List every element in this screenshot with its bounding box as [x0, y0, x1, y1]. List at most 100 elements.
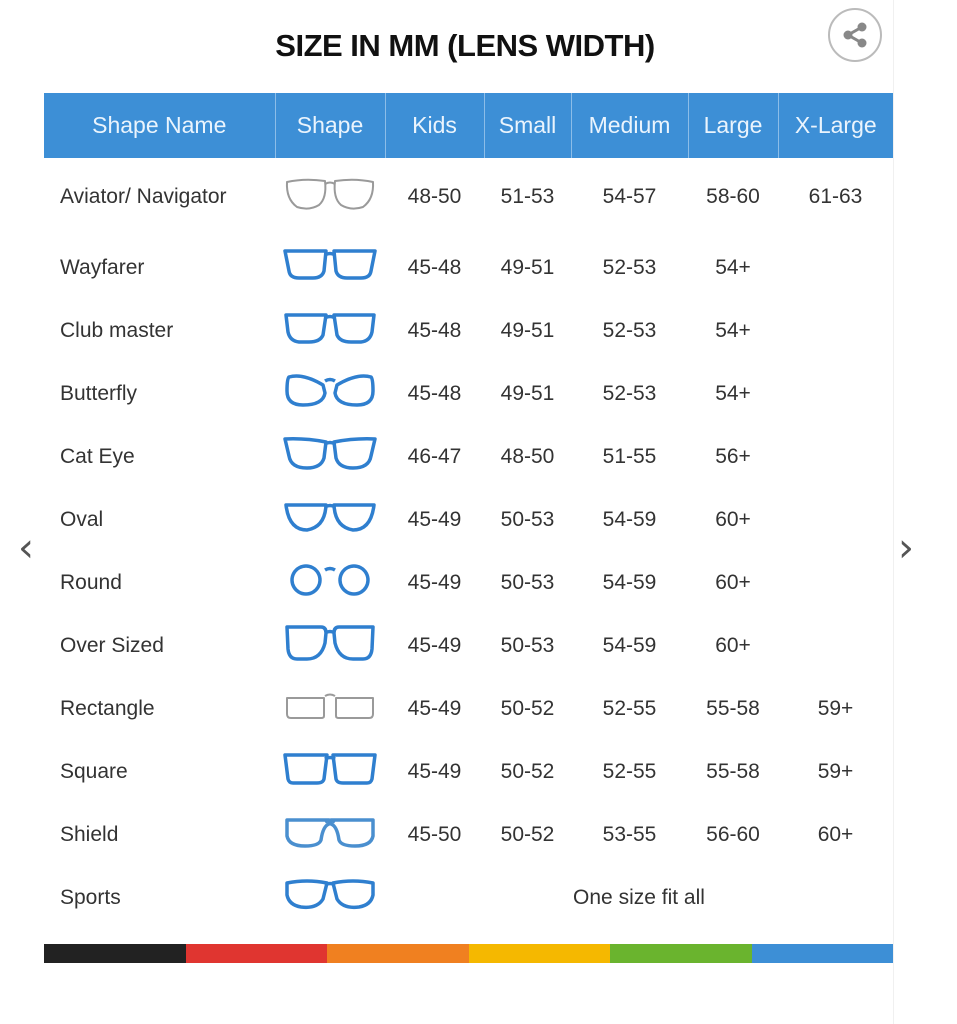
column-header: Shape: [274, 93, 385, 158]
column-header: X-Large: [777, 93, 893, 158]
table-row: Shield 45-50 50-52 53-55 56-60 60+: [44, 803, 893, 866]
size-table: Shape Name Shape Kids Small Medium Large X-Lar…: [44, 93, 893, 929]
size-value: 55-58: [706, 696, 760, 720]
size-value: 48-50: [407, 185, 462, 208]
size-value: 54-57: [602, 185, 657, 208]
size-value: 45-48: [407, 318, 462, 342]
column-header: Small: [483, 93, 571, 158]
shape-cell: [275, 425, 385, 488]
size-value: 49-51: [500, 381, 555, 405]
chevron-right-icon[interactable]: ›: [898, 525, 914, 571]
size-value: 45-49: [407, 507, 462, 531]
shape-cell: [275, 866, 385, 929]
size-value: 45-49: [407, 633, 462, 657]
shape-name: Wayfarer: [60, 255, 145, 279]
shape-name: Oval: [60, 507, 104, 531]
color-bar-segment: [610, 944, 752, 963]
size-value: 56-60: [706, 822, 760, 846]
shape-name: Over Sized: [60, 633, 164, 657]
size-value: 55-58: [706, 759, 760, 783]
shield-glasses-icon: [285, 817, 375, 848]
shape-name: Butterfly: [60, 381, 138, 405]
size-value: 49-51: [500, 318, 555, 342]
shape-cell: [275, 803, 385, 866]
square-glasses-icon: [283, 752, 377, 785]
size-value: [778, 551, 893, 614]
oval-glasses-icon: [284, 502, 376, 532]
size-value: [778, 614, 893, 677]
size-value: 49-51: [500, 255, 555, 279]
shape-name: Aviator/ Navigator: [60, 185, 227, 208]
merged-size: One size fit all: [573, 885, 705, 909]
shape-name: Club master: [60, 318, 174, 342]
column-header: Medium: [570, 93, 688, 158]
shape-cell: [275, 677, 385, 740]
table-row: Club master 45-48 49-51 52-53 54+: [44, 299, 893, 362]
size-value: 50-52: [500, 759, 555, 783]
size-value: 50-52: [500, 696, 555, 720]
size-value: [778, 299, 893, 362]
table-row: Sports One size fit all: [44, 866, 893, 929]
size-value: 52-53: [602, 318, 657, 342]
size-value: 59+: [817, 696, 854, 720]
size-value: 52-53: [602, 255, 657, 279]
table-row: Butterfly 45-48 49-51 52-53 54+: [44, 362, 893, 425]
size-value: [778, 425, 893, 488]
shape-cell: [275, 158, 385, 236]
shape-cell: [275, 236, 385, 299]
table-row: Wayfarer 45-48 49-51 52-53 54+: [44, 236, 893, 299]
size-value: 52-55: [602, 696, 657, 720]
share-icon: [843, 22, 867, 48]
table-row: Aviator/ Navigator 48-50 51-53 54-57 58-60 61…: [44, 158, 893, 236]
column-header: Kids: [384, 93, 484, 158]
size-value: 48-50: [500, 444, 555, 468]
wayfarer-glasses-icon: [283, 248, 377, 280]
size-value: [778, 488, 893, 551]
size-value: 54-59: [602, 507, 657, 531]
size-value: 50-53: [500, 570, 555, 594]
shape-name: Rectangle: [60, 696, 155, 720]
size-value: 56+: [715, 444, 751, 468]
size-value: 60+: [715, 633, 751, 657]
size-value: 61-63: [808, 185, 863, 208]
shape-name: Round: [60, 570, 122, 594]
shape-cell: [275, 362, 385, 425]
size-value: 51-53: [500, 185, 555, 208]
size-value: 54-59: [602, 633, 657, 657]
color-bar-segment: [185, 944, 327, 963]
size-value: 54+: [715, 381, 751, 405]
size-value: 54+: [715, 318, 751, 342]
size-value: 45-48: [407, 255, 462, 279]
table-row: Square 45-49 50-52 52-55 55-58 59+: [44, 740, 893, 803]
size-value: 60+: [817, 822, 854, 846]
table-row: Rectangle 45-49 50-52 52-55 55-58 59+: [44, 677, 893, 740]
table-row: Over Sized 45-49 50-53 54-59 60+: [44, 614, 893, 677]
size-value: 54-59: [602, 570, 657, 594]
size-value: 45-49: [407, 759, 462, 783]
size-value: 45-48: [407, 381, 462, 405]
size-value: 45-49: [407, 570, 462, 594]
oversized-glasses-icon: [285, 624, 375, 661]
rectangle-glasses-icon: [286, 693, 374, 719]
shape-cell: [275, 488, 385, 551]
aviator-glasses-icon: [285, 178, 375, 210]
size-value: 54+: [715, 255, 751, 279]
color-bar-segment: [751, 944, 893, 963]
page-title: SIZE IN MM (LENS WIDTH): [275, 28, 655, 63]
size-value: 60+: [715, 570, 751, 594]
size-value: 60+: [715, 507, 751, 531]
column-header: Large: [687, 93, 778, 158]
shape-cell: [275, 299, 385, 362]
color-bar-segment: [468, 944, 610, 963]
size-value: 50-53: [500, 507, 555, 531]
column-header: Shape Name: [44, 93, 275, 158]
share-button[interactable]: [828, 8, 882, 62]
shape-cell: [275, 740, 385, 803]
size-value: [778, 362, 893, 425]
sports-glasses-icon: [285, 878, 375, 909]
color-bar: [44, 944, 893, 963]
chevron-left-icon[interactable]: ‹: [18, 525, 34, 571]
color-bar-segment: [44, 944, 186, 963]
shape-name: Square: [60, 759, 128, 783]
size-value: 46-47: [407, 444, 462, 468]
